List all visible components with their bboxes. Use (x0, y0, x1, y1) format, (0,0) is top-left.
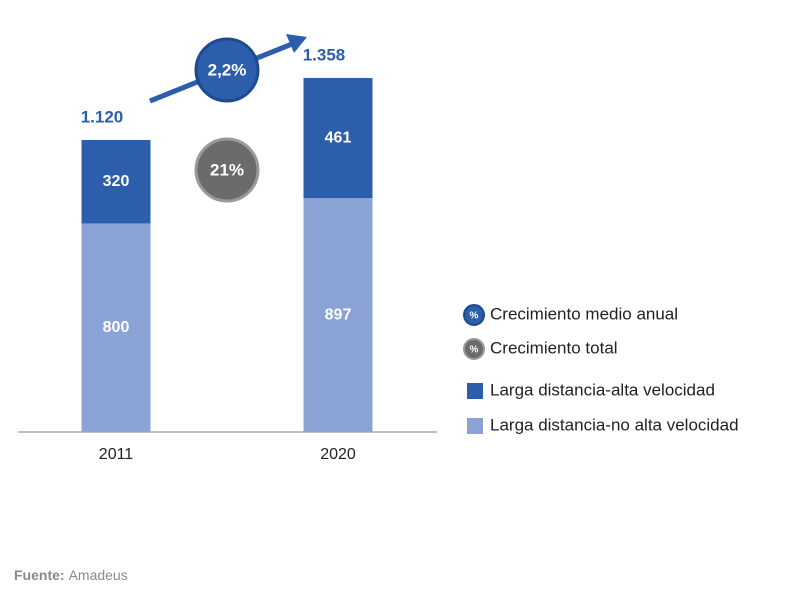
legend-label: Larga distancia-no alta velocidad (490, 415, 739, 434)
legend-label: Crecimiento total (490, 338, 618, 357)
bar-segment (81, 140, 151, 224)
legend-swatch (467, 383, 483, 399)
legend-label: Larga distancia-alta velocidad (490, 380, 715, 399)
value-label: 320 (103, 173, 130, 190)
growth-label: 2,2% (208, 60, 247, 79)
legend-symbol: % (470, 345, 479, 356)
bar-segment (81, 223, 151, 432)
x-tick-label: 2011 (99, 446, 134, 463)
source-label: Fuente: (14, 567, 65, 583)
total-label: 1.120 (81, 107, 124, 126)
value-label: 461 (325, 129, 352, 146)
arrow-head (286, 34, 307, 53)
bar-segment (303, 77, 373, 199)
legend-label: Crecimiento medio anual (490, 304, 678, 323)
legend-circle (463, 338, 485, 360)
growth-label: 21% (210, 160, 244, 179)
legend-swatch (467, 418, 483, 434)
source: Fuente: Amadeus (14, 567, 128, 583)
total-label: 1.358 (303, 45, 346, 64)
legend-circle (463, 304, 485, 326)
growth-circle (194, 137, 260, 203)
x-tick-label: 2020 (320, 446, 356, 463)
value-label: 800 (103, 319, 130, 336)
growth-circle (194, 37, 260, 103)
source-text: Amadeus (69, 567, 128, 583)
legend-symbol: % (470, 311, 479, 322)
bar-segment (303, 198, 373, 432)
value-label: 897 (325, 306, 352, 323)
